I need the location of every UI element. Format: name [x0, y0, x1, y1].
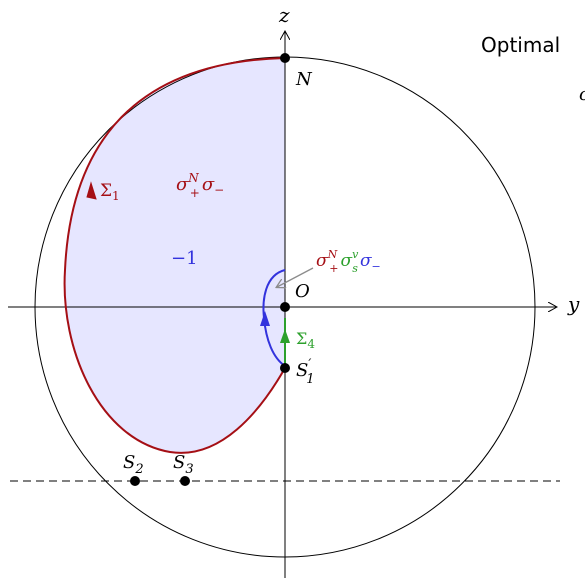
- region-upper-minus: −: [214, 183, 224, 197]
- annotation-s2-sup: v: [352, 248, 359, 261]
- annotation-s3: σ: [360, 251, 372, 271]
- label-S3-base: S: [173, 452, 185, 473]
- region-label-upper: σN + σ−: [176, 171, 224, 200]
- region-upper-sup: N: [187, 171, 199, 185]
- label-S1-prime-mark: ′: [308, 357, 311, 372]
- label-S3-sub: 3: [185, 462, 193, 477]
- annotation-s2: σ: [340, 251, 352, 271]
- region-value: −1: [171, 248, 198, 269]
- point-S2: [130, 476, 140, 486]
- sigma1-label: Σ1: [100, 181, 120, 203]
- annotation-arrow: [277, 267, 314, 287]
- point-N: [280, 53, 290, 63]
- sigma1-label-base: Σ: [100, 181, 112, 201]
- y-axis-label: y: [567, 292, 580, 316]
- shaded-region: [64, 58, 286, 453]
- sigma4-label-base: Σ: [296, 329, 307, 348]
- label-N: N: [295, 69, 313, 90]
- sigma1-curve: [63, 57, 286, 454]
- annotation-s1-sup: N: [327, 248, 338, 261]
- point-O: [280, 302, 290, 312]
- label-S2-base: S: [123, 452, 135, 473]
- label-S1-prime: S′ 1: [296, 357, 315, 387]
- z-axis-label: z: [278, 3, 290, 27]
- sigma1-label-sub: 1: [112, 189, 120, 203]
- point-S1-prime: [280, 363, 290, 373]
- annotation-label: σN + σv s σ−: [316, 248, 381, 275]
- label-S1-base: S: [296, 360, 308, 381]
- sigma4-label: Σ4: [296, 329, 315, 351]
- label-S1-sub: 1: [306, 372, 314, 387]
- label-S3: S3: [173, 452, 194, 477]
- header-text: Optimal: [481, 33, 560, 57]
- point-S3: [180, 476, 190, 486]
- header-fragment: c: [579, 84, 585, 105]
- label-O: O: [295, 281, 310, 302]
- sigma4-arrowhead: [280, 329, 290, 343]
- region-upper-sigma2: σ: [202, 174, 215, 195]
- sigma1-arrowhead: [86, 181, 97, 200]
- annotation-s3-sub: −: [372, 260, 381, 273]
- region-upper-sigma: σ: [176, 174, 189, 195]
- label-S2-sub: 2: [134, 462, 143, 477]
- label-S2: S2: [123, 452, 144, 477]
- region-upper-sub: +: [190, 186, 200, 200]
- sigma4-label-sub: 4: [307, 337, 315, 351]
- annotation-s1-sub: +: [329, 262, 338, 275]
- blue-loop-arrowhead: [260, 311, 270, 326]
- annotation-s1: σ: [316, 251, 328, 271]
- annotation-s2-sub: s: [352, 262, 358, 275]
